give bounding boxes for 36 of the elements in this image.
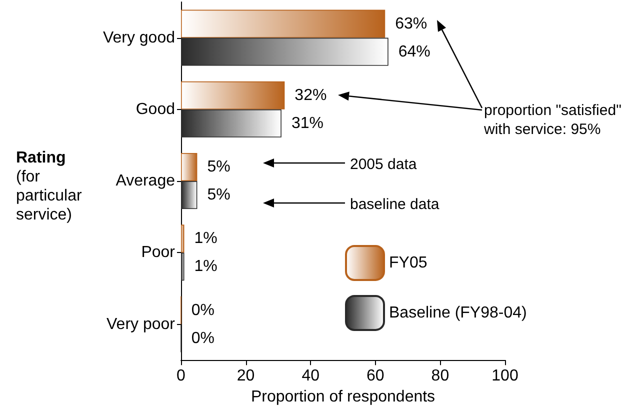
y-tick-label: Average [116, 172, 176, 190]
y-tick-label: Very poor [106, 316, 176, 333]
x-tick-label: 20 [236, 368, 255, 385]
bar [181, 109, 282, 138]
x-axis-title: Proportion of respondents [250, 388, 436, 406]
bar [181, 181, 198, 210]
data-label: 5% [207, 186, 230, 204]
bar [181, 10, 386, 38]
data-label: 32% [294, 86, 327, 104]
data-label: 5% [207, 158, 230, 176]
annotation: baseline data [350, 196, 440, 213]
data-label: 31% [291, 114, 324, 132]
data-label: 1% [194, 258, 218, 276]
x-tick-label: 80 [431, 368, 450, 385]
x-tick-label: 60 [366, 368, 384, 385]
data-label: 64% [398, 43, 430, 60]
legend-label: Baseline (FY98-04) [389, 304, 527, 322]
y-axis-title: Rating (for particular service) [16, 150, 82, 224]
bar [181, 153, 198, 182]
data-label: 1% [194, 230, 218, 248]
y-tick-label: Good [136, 100, 175, 118]
bar [181, 81, 285, 110]
bar [181, 38, 388, 66]
data-label: 0% [191, 302, 215, 319]
bar [181, 252, 184, 281]
annotation: 2005 data [350, 156, 418, 173]
bar [181, 224, 184, 253]
data-label: 63% [395, 15, 428, 32]
y-tick-label: Poor [141, 244, 176, 262]
x-tick-label: 100 [492, 368, 518, 385]
x-tick-label: 40 [302, 368, 320, 385]
data-label: 0% [191, 330, 215, 347]
annotation: proportion "satisfied" with service: 95% [483, 102, 622, 138]
y-tick-label: Very good [102, 29, 175, 46]
x-tick-label: 0 [176, 368, 186, 385]
legend-label: FY05 [389, 254, 428, 272]
